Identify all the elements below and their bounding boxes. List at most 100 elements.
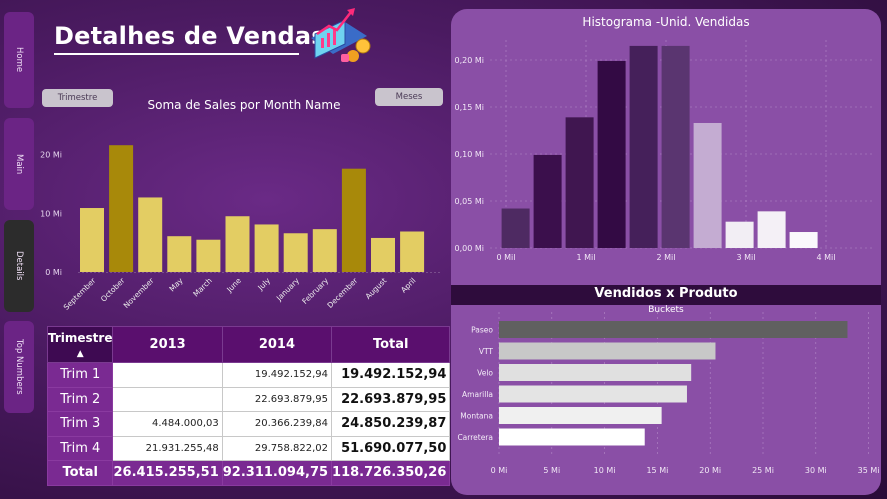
row-label: Trim 3 [46, 411, 114, 437]
y-tick-label: 0 Mi [45, 268, 62, 277]
x-tick-label: 1 Mil [577, 253, 596, 262]
bar-february [312, 229, 337, 272]
histogram-bar [501, 208, 530, 248]
meses-button[interactable]: Meses [375, 88, 443, 106]
histogram-xlabel: Buckets [648, 305, 684, 315]
histogram-bar [757, 211, 786, 248]
bar-velo [499, 364, 692, 381]
x-tick-label: 3 Mil [737, 253, 756, 262]
total-2013: 26.415.255,51 [112, 460, 223, 486]
header-total[interactable]: Total [331, 326, 451, 363]
bar-march [196, 239, 221, 272]
trimestre-button[interactable]: Trimestre [42, 89, 113, 107]
sales-illustration-icon [311, 8, 371, 62]
histogram-bar [597, 60, 626, 248]
nav-details-button[interactable]: Details [4, 220, 34, 312]
header-2013[interactable]: 2013 [112, 326, 223, 363]
cell-total: 51.690.077,50 [331, 435, 451, 461]
x-tick-label: 30 Mi [805, 466, 827, 475]
bar-august [371, 237, 395, 272]
nav-top-numbers-button[interactable]: Top Numbers [4, 321, 34, 413]
bar-december [341, 168, 366, 272]
category-label: Amarilla [462, 390, 493, 399]
header-trimestre[interactable]: Trimestre ▲ [46, 326, 114, 363]
nav-top-numbers-label: Top Numbers [14, 339, 24, 395]
bar-june [225, 216, 250, 272]
row-label: Trim 1 [46, 362, 114, 388]
histogram-bar [565, 117, 594, 248]
histogram-chart: 0,00 Mi 0,05 Mi 0,10 Mi 0,15 Mi 0,20 Mi 0 Mil… [455, 40, 872, 262]
y-tick-label: 0,10 Mi [455, 150, 484, 159]
page-title: Detalhes de Vendas [54, 22, 326, 50]
bar-carretera [499, 428, 645, 446]
x-tick-label: 25 Mi [752, 466, 774, 475]
nav-main-button[interactable]: Main [4, 118, 34, 210]
x-tick-label: 35 Mi [858, 466, 880, 475]
x-tick-label: 4 Mil [817, 253, 836, 262]
cell-total: 22.693.879,95 [331, 386, 451, 412]
histogram-title: Histograma -Unid. Vendidas [582, 15, 750, 29]
products-chart-title: Vendidos x Produto [594, 286, 738, 301]
cell-2013: 4.484.000,03 [112, 411, 223, 437]
histogram-bar [693, 122, 722, 248]
header-2014[interactable]: 2014 [221, 326, 333, 363]
category-label: Montana [460, 412, 493, 421]
x-tick-label: 10 Mi [594, 466, 616, 475]
bar-september [80, 208, 104, 272]
y-tick-label: 0,15 Mi [455, 103, 484, 112]
category-label: Velo [477, 369, 493, 378]
cell-2013: 21.931.255,48 [112, 435, 223, 461]
total-grand: 118.726.350,26 [331, 460, 451, 486]
cell-total: 24.850.239,87 [331, 411, 451, 437]
histogram-bar [629, 45, 658, 249]
x-tick-label: 2 Mil [657, 253, 676, 262]
total-label: Total [46, 460, 114, 486]
row-label: Trim 2 [46, 386, 114, 412]
bar-april [400, 231, 425, 272]
bar-amarilla [499, 385, 687, 403]
y-tick-label: 0,20 Mi [455, 56, 484, 65]
bar-november [138, 197, 163, 272]
table-row: Trim 4 21.931.255,48 29.758.822,02 51.69… [46, 435, 451, 461]
table-row: Trim 1 19.492.152,94 19.492.152,94 [46, 362, 451, 388]
table-row: Trim 2 22.693.879,95 22.693.879,95 [46, 386, 451, 412]
table-total-row: Total 26.415.255,51 92.311.094,75 118.72… [46, 460, 451, 486]
cell-2014: 29.758.822,02 [221, 435, 333, 461]
sales-matrix-table: Trimestre ▲ 2013 2014 Total Trim 1 19.492… [46, 326, 451, 486]
table-row: Trim 3 4.484.000,03 20.366.239,84 24.850… [46, 411, 451, 437]
category-label: Carretera [457, 433, 493, 442]
nav-home-label: Home [14, 47, 24, 73]
nav-home-button[interactable]: Home [4, 12, 34, 108]
bar-montana [499, 407, 662, 424]
x-tick-label: 20 Mi [699, 466, 721, 475]
histogram-bar [661, 45, 690, 249]
cell-2014: 19.492.152,94 [221, 362, 333, 388]
histogram-bar [789, 232, 818, 248]
x-tick-label: 0 Mi [491, 466, 508, 475]
cell-2013 [112, 386, 223, 412]
category-label: VTT [479, 347, 494, 356]
bar-vtt [499, 342, 716, 360]
cell-2014: 20.366.239,84 [221, 411, 333, 437]
cell-total: 19.492.152,94 [331, 362, 451, 388]
x-tick-label: 0 Mil [497, 253, 516, 262]
total-2014: 92.311.094,75 [221, 460, 333, 486]
y-tick-label: 0,05 Mi [455, 197, 484, 206]
bar-may [167, 236, 192, 272]
histogram-bar [533, 154, 562, 248]
y-tick-label: 10 Mi [40, 209, 62, 218]
cell-2013 [112, 362, 223, 388]
y-tick-label: 20 Mi [40, 151, 62, 160]
title-underline [54, 53, 299, 55]
x-tick-label: 5 Mi [543, 466, 560, 475]
nav-main-label: Main [14, 153, 24, 175]
bar-july [254, 224, 279, 272]
cell-2014: 22.693.879,95 [221, 386, 333, 412]
x-tick-label: 15 Mi [646, 466, 668, 475]
row-label: Trim 4 [46, 435, 114, 461]
histogram-bar [725, 221, 754, 248]
sales-chart-title: Soma de Sales por Month Name [147, 98, 341, 112]
table-header-row: Trimestre ▲ 2013 2014 Total [46, 326, 451, 363]
